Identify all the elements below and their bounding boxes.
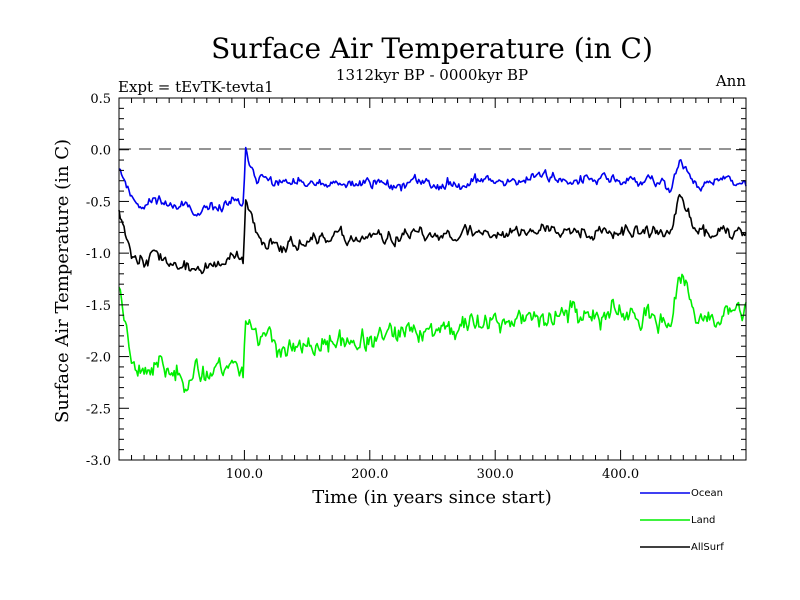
legend-entry-land: Land xyxy=(640,515,715,526)
y-tick-label: -2.0 xyxy=(86,351,111,366)
series-line-land xyxy=(118,273,747,394)
legend-label: Land xyxy=(691,515,715,526)
x-tick-label: 300.0 xyxy=(477,467,514,482)
y-tick-label: -2.5 xyxy=(86,402,111,417)
tick-label-layer: 100.0 200.0 300.0 400.0 -3.0 -2.5 -2.0 -1.5 -1.0… xyxy=(86,92,639,482)
x-tick-label: 400.0 xyxy=(602,467,639,482)
season-label: Ann xyxy=(715,72,746,90)
legend-entry-ocean: Ocean xyxy=(640,488,723,499)
y-tick-label: 0.5 xyxy=(90,92,111,107)
series-layer xyxy=(118,146,747,394)
x-tick-label: 200.0 xyxy=(351,467,388,482)
legend-label: AllSurf xyxy=(691,542,724,553)
y-tick-label: 0.0 xyxy=(90,144,111,159)
chart-subtitle: 1312kyr BP - 0000kyr BP xyxy=(336,66,528,84)
experiment-label: Expt = tEvTK-tevta1 xyxy=(118,78,274,96)
y-tick-label: -0.5 xyxy=(86,195,111,210)
legend-entry-allsurf: AllSurf xyxy=(640,542,724,553)
x-axis-label: Time (in years since start) xyxy=(312,487,552,508)
legend-label: Ocean xyxy=(691,488,723,499)
tick-layer xyxy=(119,98,746,460)
series-line-ocean xyxy=(118,146,747,217)
x-tick-label: 100.0 xyxy=(226,467,263,482)
series-line-allsurf xyxy=(118,193,747,275)
legend: Ocean Land AllSurf xyxy=(640,488,724,553)
y-tick-label: -1.5 xyxy=(86,299,111,314)
chart-title: Surface Air Temperature (in C) xyxy=(211,32,653,65)
y-axis-label: Surface Air Temperature (in C) xyxy=(52,139,73,423)
plot-frame xyxy=(118,97,747,461)
y-tick-label: -3.0 xyxy=(86,454,111,469)
y-tick-label: -1.0 xyxy=(86,247,111,262)
